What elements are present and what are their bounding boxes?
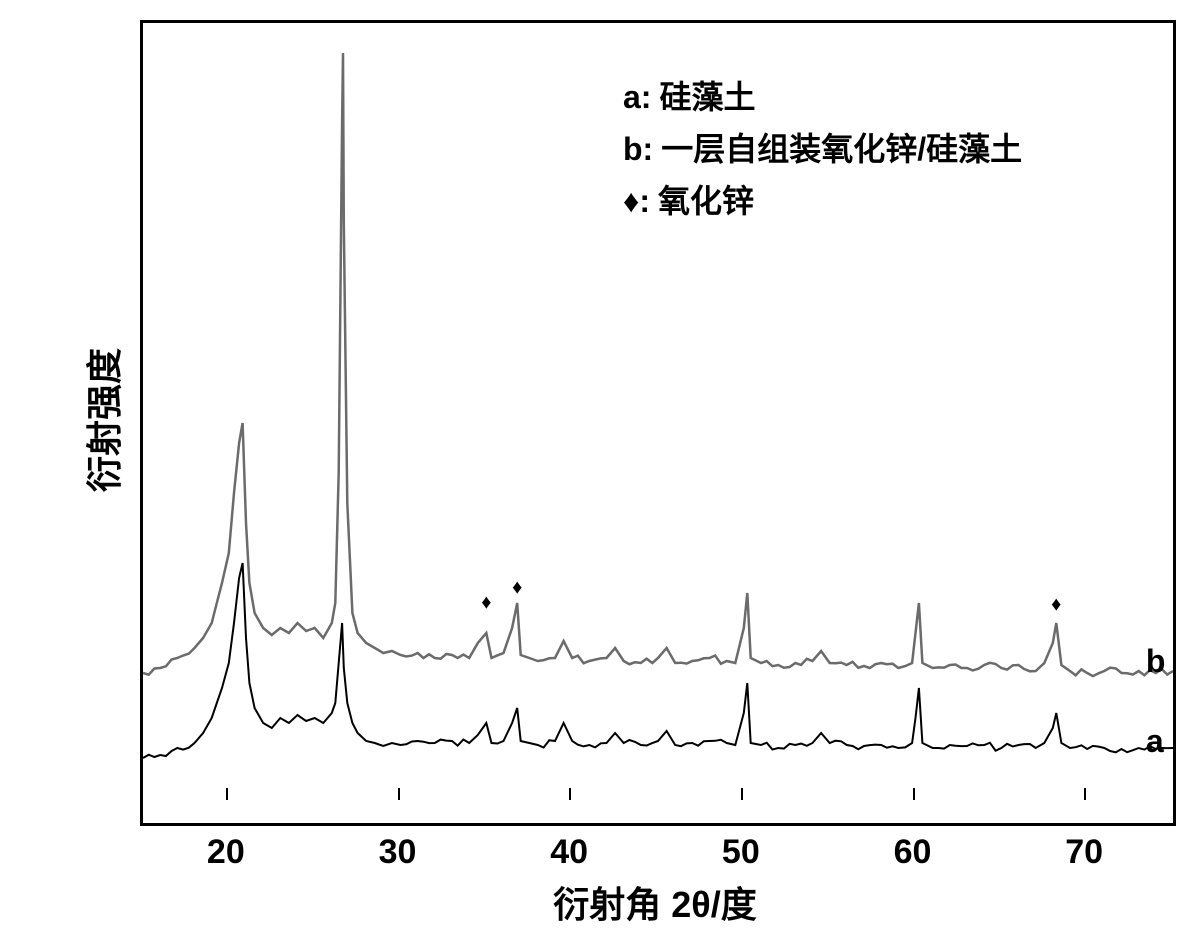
x-tick-30: 30 <box>379 833 417 872</box>
zno-marker-0: ♦ <box>481 592 491 615</box>
zno-marker-2: ♦ <box>1051 594 1061 617</box>
xrd-chart: 衍射强度 a: 硅藻土 b: 一层自组装氧化锌/硅藻土 ♦: 氧化锌 a b ♦ ♦… <box>0 0 1196 948</box>
x-tick-20: 20 <box>207 833 245 872</box>
y-axis-label: 衍射强度 <box>76 348 128 492</box>
zno-marker-1: ♦ <box>512 577 522 600</box>
series-label-b: b <box>1146 643 1166 680</box>
x-tick-70: 70 <box>1065 833 1103 872</box>
legend-text-b: 一层自组装氧化锌/硅藻土 <box>661 125 1022 173</box>
legend-prefix-b: b: <box>623 125 653 173</box>
series-label-a: a <box>1146 723 1164 760</box>
series-a <box>143 563 1173 758</box>
x-tickmark-70 <box>1084 788 1086 800</box>
legend: a: 硅藻土 b: 一层自组装氧化锌/硅藻土 ♦: 氧化锌 <box>623 73 1022 229</box>
legend-item-a: a: 硅藻土 <box>623 73 1022 121</box>
x-axis-label: 衍射角 2θ/度 <box>140 876 1170 928</box>
x-tickmark-20 <box>226 788 228 800</box>
legend-item-b: b: 一层自组装氧化锌/硅藻土 <box>623 125 1022 173</box>
x-tick-40: 40 <box>550 833 588 872</box>
legend-text-a: 硅藻土 <box>659 73 755 121</box>
legend-prefix-a: a: <box>623 73 651 121</box>
legend-item-zno: ♦: 氧化锌 <box>623 177 1022 225</box>
x-tickmark-60 <box>913 788 915 800</box>
plot-area: a: 硅藻土 b: 一层自组装氧化锌/硅藻土 ♦: 氧化锌 a b ♦ ♦ ♦ <box>140 20 1176 826</box>
x-tick-50: 50 <box>722 833 760 872</box>
x-tickmark-50 <box>741 788 743 800</box>
x-tick-60: 60 <box>894 833 932 872</box>
legend-text-zno: 氧化锌 <box>658 177 754 225</box>
x-tickmark-40 <box>569 788 571 800</box>
x-tickmark-30 <box>398 788 400 800</box>
legend-prefix-zno: ♦: <box>623 177 650 225</box>
